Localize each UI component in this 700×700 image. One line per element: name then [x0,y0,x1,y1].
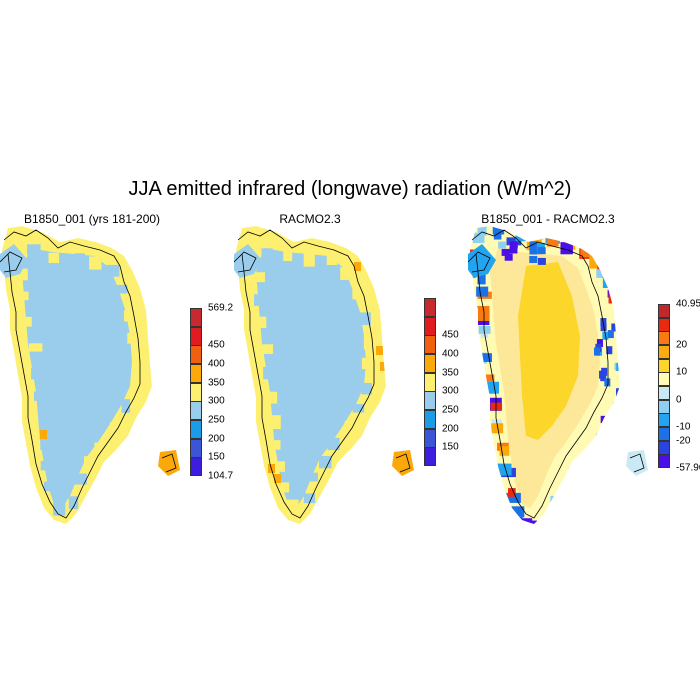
island [234,244,262,278]
colorbar-swatch [658,317,670,332]
panel-1-colorbar: 104.7 150 200 250 300 350 400 450 569.2 [190,303,240,482]
colorbar-label: 104.7 [208,470,234,482]
colorbar-swatch [424,316,436,336]
colorbar-swatch [658,386,670,401]
colorbar-label: 450 [442,329,459,341]
panel-3-colorbar: -57.96 -20 -10 0 10 20 40.95 [658,299,700,474]
colorbar-label: 20 [676,339,688,351]
colorbar-swatch [190,382,202,402]
colorbar-swatch [424,335,436,355]
colorbar-swatch [658,372,670,387]
colorbar-label: -10 [676,421,691,433]
island [0,244,28,278]
colorbar-label: -57.96 [676,462,700,474]
panel-3-title: B1850_001 - RACMO2.3 [481,212,615,226]
colorbar-label: 569.2 [208,302,234,314]
island [468,244,496,278]
colorbar-swatch [658,413,670,428]
colorbar-swatch [190,345,202,365]
colorbar-label: 350 [442,367,459,379]
panel-2-map [234,226,414,524]
ice-sheet-field [236,226,386,524]
colorbar-label: 150 [208,451,225,463]
colorbar-label: 350 [208,377,225,389]
colorbar-swatch [424,410,436,430]
coastline [3,229,141,519]
colorbar-swatch [658,427,670,442]
coastline [471,229,609,519]
colorbar-label: 40.95 [676,298,700,310]
colorbar-label: 10 [676,366,688,378]
colorbar-label: 300 [208,395,225,407]
colorbar-swatch [190,364,202,384]
colorbar-swatch [424,372,436,392]
colorbar-swatch [190,457,202,477]
main-title: JJA emitted infrared (longwave) radiatio… [128,178,572,200]
colorbar-swatch [190,326,202,346]
colorbar-swatch [658,454,670,469]
colorbar-swatch [658,345,670,360]
colorbar-swatch [424,298,436,318]
panel-3-map [468,226,648,524]
panel-2-colorbar: 150 200 250 300 350 400 450 [424,298,474,467]
colorbar-swatch [658,358,670,373]
colorbar-swatch [658,399,670,414]
colorbar-label: 400 [442,348,459,360]
colorbar-swatch [190,420,202,440]
island [626,450,648,476]
panel-1-map [0,226,180,524]
ice-sheet-field [2,226,152,524]
colorbar-label: 200 [442,423,459,435]
colorbar-label: 250 [208,414,225,426]
colorbar-label: 400 [208,358,225,370]
colorbar-swatch [658,304,670,319]
island [392,450,414,476]
colorbar-swatch [424,354,436,374]
colorbar-label: 250 [442,404,459,416]
colorbar-label: -20 [676,435,691,447]
colorbar-swatch [190,401,202,421]
colorbar-label: 0 [676,394,682,406]
panel-2-title: RACMO2.3 [279,212,341,226]
colorbar-swatch [190,308,202,328]
colorbar-label: 450 [208,339,225,351]
colorbar-label: 300 [442,385,459,397]
colorbar-swatch [658,440,670,455]
island [158,450,180,476]
colorbar-label: 150 [442,441,459,453]
colorbar-swatch [424,447,436,467]
colorbar-swatch [658,331,670,346]
colorbar-swatch [424,391,436,411]
coastline [237,229,375,519]
colorbar-label: 200 [208,433,225,445]
panel-1-title: B1850_001 (yrs 181-200) [23,212,161,226]
colorbar-swatch [424,428,436,448]
colorbar-swatch [190,438,202,458]
